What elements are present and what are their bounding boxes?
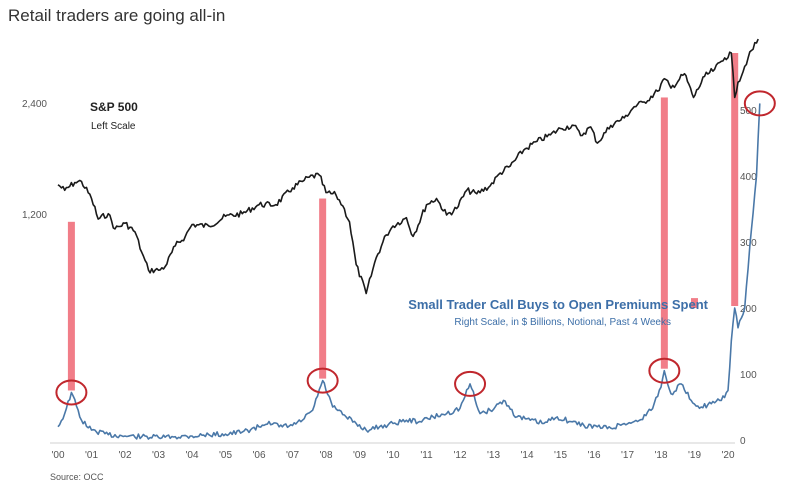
x-tick-label: '17 [621, 450, 634, 461]
highlight-bar [660, 97, 668, 369]
highlight-circle [743, 90, 776, 117]
x-tick-label: '12 [453, 450, 466, 461]
highlight-bar [319, 198, 327, 379]
x-tick-label: '19 [688, 450, 701, 461]
sp500-series-label: S&P 500 [90, 100, 138, 114]
x-tick-label: '09 [353, 450, 366, 461]
x-tick-label: '02 [118, 450, 131, 461]
highlight-circle [648, 357, 681, 384]
left-tick-label: 1,200 [22, 210, 47, 221]
x-tick-label: '11 [420, 450, 433, 461]
highlight-circle [55, 379, 88, 406]
x-tick-label: '20 [721, 450, 734, 461]
right-tick-label: 200 [740, 304, 757, 315]
highlight-circle [454, 370, 487, 397]
x-tick-label: '01 [85, 450, 98, 461]
sp500-line [57, 38, 759, 295]
x-tick-label: '08 [319, 450, 332, 461]
highlight-bar [691, 298, 698, 308]
x-tick-label: '04 [185, 450, 198, 461]
highlight-circle [306, 367, 339, 394]
x-tick-label: '03 [152, 450, 165, 461]
x-tick-label: '06 [252, 450, 265, 461]
source-note: Source: OCC [50, 472, 104, 482]
x-tick-label: '00 [51, 450, 64, 461]
left-tick-label: 2,400 [22, 99, 47, 110]
x-tick-label: '05 [219, 450, 232, 461]
highlight-bar [731, 53, 739, 307]
x-tick-label: '16 [587, 450, 600, 461]
x-tick-label: '14 [520, 450, 533, 461]
chart-title: Retail traders are going all-in [8, 6, 226, 25]
x-tick-label: '07 [286, 450, 299, 461]
x-tick-label: '13 [487, 450, 500, 461]
right-tick-label: 300 [740, 238, 757, 249]
x-tick-label: '18 [654, 450, 667, 461]
right-tick-label: 100 [740, 370, 757, 381]
calls-series-label: Small Trader Call Buys to Open Premiums … [408, 297, 708, 312]
right-tick-label: 0 [740, 436, 746, 447]
calls-series-sub: Right Scale, in $ Billions, Notional, Pa… [454, 317, 671, 328]
highlight-bar [67, 221, 75, 391]
x-tick-label: '10 [386, 450, 399, 461]
right-tick-label: 400 [740, 172, 757, 183]
sp500-series-sub: Left Scale [91, 121, 136, 132]
calls-line [57, 103, 761, 440]
x-tick-label: '15 [554, 450, 567, 461]
